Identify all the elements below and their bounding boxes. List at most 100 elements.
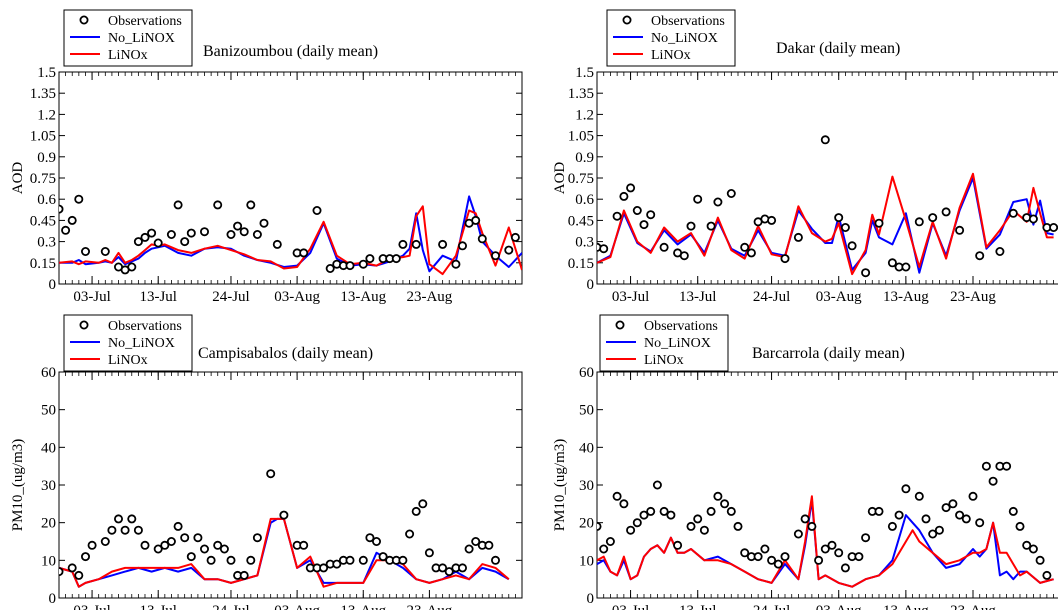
observation-point xyxy=(464,544,474,554)
chart-title: Dakar (daily mean) xyxy=(776,40,900,57)
observation-point xyxy=(398,239,408,249)
y-tick-label: 0 xyxy=(587,591,595,607)
observation-point xyxy=(219,544,229,554)
observation-point xyxy=(605,537,615,547)
observation-point xyxy=(186,228,196,238)
y-axis-label: AOD xyxy=(10,162,26,195)
y-tick-label: 0.45 xyxy=(568,213,594,229)
observation-point xyxy=(166,229,176,239)
chart-title: Barcarrola (daily mean) xyxy=(752,345,905,362)
observation-point xyxy=(457,563,467,573)
y-tick-label: 1.05 xyxy=(30,129,56,145)
legend-label: LiNOx xyxy=(651,48,691,63)
legend-label: Observations xyxy=(651,14,725,29)
observation-point xyxy=(1002,461,1012,471)
observation-point xyxy=(471,215,481,225)
observation-point xyxy=(259,218,269,228)
observation-point xyxy=(793,232,803,242)
y-tick-label: 10 xyxy=(579,553,594,569)
plot-area xyxy=(59,469,510,588)
observation-point xyxy=(365,254,375,264)
observation-point xyxy=(693,514,703,524)
legend-label: LiNOx xyxy=(108,353,148,368)
series-line-no-linox xyxy=(597,177,1054,274)
observation-point xyxy=(87,540,97,550)
y-tick-label: 10 xyxy=(41,553,56,569)
plot-frame xyxy=(58,371,523,599)
observation-point xyxy=(726,188,736,198)
observation-point xyxy=(365,533,375,543)
series-line-linox xyxy=(59,205,522,276)
observation-point xyxy=(619,499,629,509)
legend: Observations No_LiNOX LiNOx xyxy=(63,314,193,372)
observation-point xyxy=(861,533,871,543)
observation-point xyxy=(894,510,904,520)
observation-point xyxy=(975,251,985,261)
observation-point xyxy=(740,548,750,558)
observation-point xyxy=(100,537,110,547)
observation-point xyxy=(1028,544,1038,554)
observation-point xyxy=(279,510,289,520)
observation-point xyxy=(411,506,421,516)
observation-point xyxy=(127,514,137,524)
observation-point xyxy=(1042,570,1052,580)
y-tick-label: 20 xyxy=(579,516,594,532)
observation-point xyxy=(1015,521,1025,531)
observation-point xyxy=(345,555,355,565)
legend-marker-observations xyxy=(615,320,625,330)
observation-point xyxy=(140,232,150,242)
observation-point xyxy=(74,194,84,204)
observation-point xyxy=(773,559,783,569)
observation-point xyxy=(477,234,487,244)
observation-point xyxy=(807,521,817,531)
observation-point xyxy=(239,227,249,237)
observation-point xyxy=(612,211,622,221)
observation-point xyxy=(713,197,723,207)
x-tick-label: 13-Jul xyxy=(679,603,717,610)
observation-point xyxy=(100,246,110,256)
chart-title: Banizoumbou (daily mean) xyxy=(203,43,378,60)
observation-point xyxy=(418,499,428,509)
legend: Observations No_LiNOX LiNOx xyxy=(599,314,729,372)
observation-point xyxy=(780,552,790,562)
observation-point xyxy=(753,552,763,562)
x-tick-label: 03-Aug xyxy=(274,603,320,610)
observation-point xyxy=(411,239,421,249)
observation-point xyxy=(160,540,170,550)
observation-point xyxy=(193,533,203,543)
observation-point xyxy=(874,218,884,228)
legend-label: No_LiNOX xyxy=(108,31,175,46)
legend: Observations No_LiNOX LiNOx xyxy=(606,9,736,67)
observation-point xyxy=(312,205,322,215)
y-tick-label: 1.05 xyxy=(568,129,594,145)
observation-point xyxy=(941,503,951,513)
observation-point xyxy=(332,559,342,569)
x-tick-label: 03-Jul xyxy=(73,603,111,610)
observation-point xyxy=(358,259,368,269)
observation-point xyxy=(444,567,454,577)
observation-point xyxy=(901,484,911,494)
y-tick-label: 60 xyxy=(579,365,594,381)
y-tick-label: 1.35 xyxy=(30,86,56,102)
y-tick-label: 1.5 xyxy=(575,65,594,81)
observation-point xyxy=(612,491,622,501)
y-axis-label: PM10_(ug/m3) xyxy=(10,439,26,532)
observation-point xyxy=(840,222,850,232)
chart-panel-2: 0 10 20 30 40 50 60 03-Jul 13-Jul 24-Jul 03-Aug 13-… xyxy=(10,314,523,610)
observation-point xyxy=(914,217,924,227)
y-tick-label: 0.6 xyxy=(37,192,56,208)
x-tick-label: 13-Jul xyxy=(139,289,177,305)
observation-point xyxy=(490,555,500,565)
observation-point xyxy=(272,239,282,249)
y-tick-label: 20 xyxy=(41,516,56,532)
y-tick-label: 0.9 xyxy=(575,150,594,166)
x-tick-label: 03-Jul xyxy=(612,603,650,610)
observation-point xyxy=(358,555,368,565)
observation-point xyxy=(887,258,897,268)
observation-point xyxy=(840,563,850,573)
observation-point xyxy=(659,506,669,516)
observation-point xyxy=(107,525,117,535)
y-tick-label: 0.9 xyxy=(37,150,56,166)
observation-point xyxy=(834,213,844,223)
y-tick-label: 0.75 xyxy=(568,171,594,187)
